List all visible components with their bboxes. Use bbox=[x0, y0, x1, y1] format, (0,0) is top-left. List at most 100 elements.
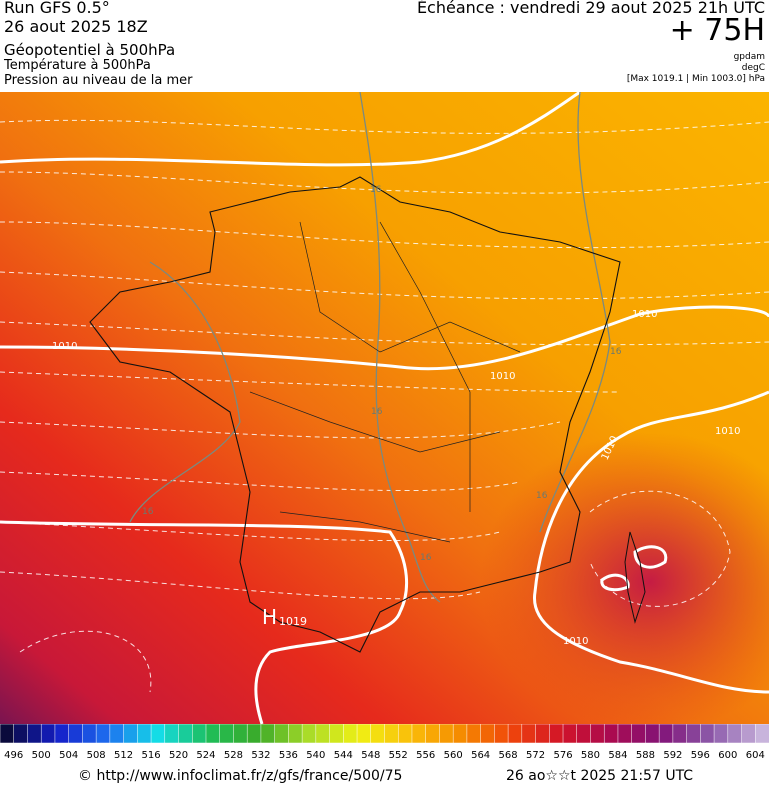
temp-contours bbox=[129, 92, 611, 603]
isobar-label: 1010 bbox=[563, 636, 588, 647]
colorbar-swatch bbox=[700, 724, 715, 744]
colorbar-swatch bbox=[658, 724, 674, 744]
colorbar-label: 568 bbox=[499, 750, 518, 761]
colorbar-label: 532 bbox=[251, 750, 270, 761]
colorbar-label: 580 bbox=[581, 750, 600, 761]
colorbar-swatch bbox=[411, 724, 427, 744]
unit: [Max 1019.1 | Min 1003.0] hPa bbox=[626, 74, 765, 84]
footer-url: © http://www.infoclimat.fr/z/gfs/france/… bbox=[78, 768, 403, 784]
colorbar-label: 524 bbox=[196, 750, 215, 761]
colorbar-swatch bbox=[741, 724, 757, 744]
colorbar-label: 584 bbox=[608, 750, 627, 761]
colorbar-label: 592 bbox=[663, 750, 682, 761]
unit: gpdam bbox=[733, 52, 765, 62]
colorbar-swatch bbox=[439, 724, 454, 744]
colorbar: 496 500 504 508 512 516 520 524 528 532 536 540 544 5… bbox=[0, 724, 769, 761]
colorbar-swatch bbox=[713, 724, 729, 744]
colorbar-swatch bbox=[370, 724, 386, 744]
colorbar-label: 560 bbox=[444, 750, 463, 761]
colorbar-swatch bbox=[192, 724, 207, 744]
colorbar-swatch bbox=[755, 724, 769, 744]
colorbar-swatch bbox=[425, 724, 441, 744]
high-symbol: H bbox=[262, 605, 277, 629]
layer: Pression au niveau de la mer bbox=[4, 73, 193, 88]
colorbar-swatch bbox=[0, 724, 15, 744]
temp-label: 16 bbox=[420, 553, 432, 563]
colorbar-swatch bbox=[397, 724, 413, 744]
colorbar-swatch bbox=[54, 724, 70, 744]
colorbar-label: 544 bbox=[334, 750, 353, 761]
colorbar-label: 548 bbox=[361, 750, 380, 761]
colorbar-swatch bbox=[260, 724, 276, 744]
colorbar-swatch bbox=[219, 724, 235, 744]
temp-label: 16 bbox=[371, 407, 383, 417]
temp-label: 16 bbox=[610, 347, 622, 357]
temp-label: 16 bbox=[142, 507, 154, 517]
colorbar-swatch bbox=[27, 724, 42, 744]
colorbar-label: 600 bbox=[718, 750, 737, 761]
colorbar-label: 572 bbox=[526, 750, 545, 761]
colorbar-swatch bbox=[205, 724, 221, 744]
title: Géopotentiel à 500hPa bbox=[4, 41, 176, 59]
colorbar-swatch bbox=[617, 724, 633, 744]
colorbar-swatch bbox=[137, 724, 152, 744]
run-date: 26 aout 2025 18Z bbox=[4, 17, 148, 36]
isobars bbox=[0, 92, 769, 724]
isobar-label: 1010 bbox=[52, 341, 77, 352]
colorbar-swatch bbox=[466, 724, 482, 744]
colorbar-label: 512 bbox=[114, 750, 133, 761]
colorbar-swatch bbox=[288, 724, 303, 744]
isotherms bbox=[0, 119, 769, 693]
colorbar-swatch bbox=[178, 724, 193, 744]
departments bbox=[249, 221, 521, 543]
colorbar-swatch bbox=[549, 724, 564, 744]
isobar-label: 1010 bbox=[632, 309, 657, 320]
colorbar-label: 496 bbox=[4, 750, 23, 761]
colorbar-swatch bbox=[95, 724, 111, 744]
colorbar-label: 588 bbox=[636, 750, 655, 761]
colorbar-swatch bbox=[535, 724, 551, 744]
colorbar-label: 520 bbox=[169, 750, 188, 761]
colorbar-swatch bbox=[576, 724, 592, 744]
temp-label: 16 bbox=[536, 491, 548, 501]
colorbar-swatch bbox=[246, 724, 262, 744]
colorbar-swatch bbox=[356, 724, 372, 744]
isobar-label: 1010 bbox=[490, 371, 515, 382]
colorbar-label: 500 bbox=[32, 750, 51, 761]
colorbar-label: 552 bbox=[389, 750, 408, 761]
colorbar-swatch bbox=[645, 724, 660, 744]
colorbar-swatch bbox=[494, 724, 509, 744]
colorbar-swatch bbox=[150, 724, 166, 744]
temp-label: 16 bbox=[370, 185, 382, 195]
colorbar-swatch bbox=[13, 724, 29, 744]
colorbar-swatch bbox=[672, 724, 688, 744]
colorbar-swatch bbox=[301, 724, 317, 744]
layer: Température à 500hPa bbox=[4, 58, 151, 73]
colorbar-swatch bbox=[68, 724, 84, 744]
colorbar-swatch bbox=[329, 724, 345, 744]
colorbar-swatch bbox=[590, 724, 605, 744]
colorbar-swatch bbox=[686, 724, 702, 744]
colorbar-label: 504 bbox=[59, 750, 78, 761]
lead-time: + 75H bbox=[669, 13, 765, 48]
isobar-label: 1010 bbox=[715, 426, 740, 437]
run: Run GFS 0.5° bbox=[4, 0, 110, 17]
high-value: 1019 bbox=[279, 615, 307, 628]
colorbar-swatch bbox=[507, 724, 523, 744]
colorbar-swatch bbox=[727, 724, 743, 744]
colorbar-swatch bbox=[274, 724, 290, 744]
colorbar-swatch bbox=[82, 724, 97, 744]
colorbar-swatch bbox=[164, 724, 180, 744]
unit: degC bbox=[741, 63, 765, 73]
colorbar-swatch bbox=[40, 724, 56, 744]
colorbar-label: 596 bbox=[691, 750, 710, 761]
corsica bbox=[624, 531, 646, 624]
colorbar-swatch bbox=[109, 724, 125, 744]
france-outline bbox=[89, 176, 621, 653]
colorbar-swatch bbox=[631, 724, 647, 744]
colorbar-swatch bbox=[315, 724, 331, 744]
colorbar-swatch bbox=[233, 724, 248, 744]
colorbar-label: 604 bbox=[746, 750, 765, 761]
temp-labels: 16 16 16 16 16 16 bbox=[142, 185, 622, 563]
